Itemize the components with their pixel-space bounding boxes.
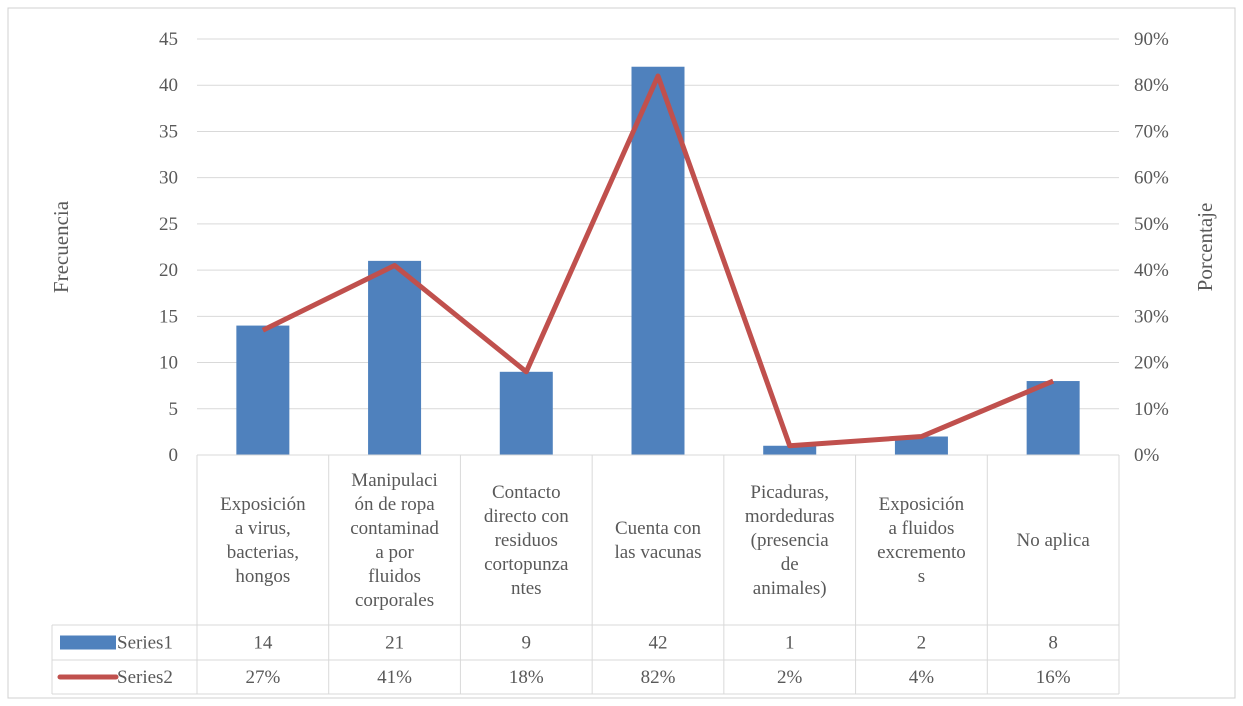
category-label: Cuenta con las vacunas (614, 518, 701, 563)
bar (1026, 381, 1080, 455)
category-label-line: a por (375, 542, 414, 563)
series-name: Series1 (117, 633, 173, 654)
category-label-line: de (781, 554, 799, 575)
category-label-line: Cuenta con (615, 518, 702, 539)
bar (763, 445, 817, 455)
data-cell: 18% (509, 667, 544, 688)
data-cell: 4% (909, 667, 935, 688)
category-label-line: Exposición (879, 494, 965, 515)
category-label: Manipulaci ón de ropa contaminad a por fluid… (350, 470, 439, 611)
bar (236, 325, 290, 455)
category-label-line: cortopunza (484, 554, 569, 575)
category-label: Contacto directo con residuos cortopunza nte… (484, 482, 569, 599)
data-cell: 8 (1048, 633, 1058, 654)
data-cell: 9 (522, 633, 532, 654)
category-label: No aplica (1016, 530, 1090, 551)
category-label: Exposición a virus, bacterias, hongos (220, 494, 306, 587)
bar (499, 371, 553, 455)
y2-tick-label: 30% (1134, 306, 1169, 327)
data-cell: 2% (777, 667, 803, 688)
category-label-line: excremento (877, 542, 966, 563)
category-label: Picaduras, mordeduras (presencia de animales… (745, 482, 835, 599)
bar (368, 260, 422, 455)
category-label: Exposición a fluidos excremento s (877, 494, 966, 587)
category-label-line: (presencia (751, 530, 830, 551)
bar-series (236, 66, 1080, 455)
category-label-line: a virus, (235, 518, 291, 539)
data-cell: 27% (245, 667, 280, 688)
y2-tick-label: 80% (1134, 75, 1169, 96)
category-label-line: fluidos (368, 566, 421, 587)
category-label-line: animales) (753, 578, 827, 599)
series-name: Series2 (117, 667, 173, 688)
category-label-line: hongos (235, 566, 290, 587)
y2-tick-label: 40% (1134, 260, 1169, 281)
category-label-line: ntes (511, 578, 542, 599)
category-label-line: Picaduras, (750, 482, 829, 503)
data-cell: 41% (377, 667, 412, 688)
category-label-line: Exposición (220, 494, 306, 515)
y2-tick-label: 60% (1134, 168, 1169, 189)
y-tick-label: 40 (159, 75, 178, 96)
y-tick-label: 20 (159, 260, 178, 281)
y-tick-label: 15 (159, 306, 178, 327)
y2-tick-label: 0% (1134, 445, 1160, 466)
y-tick-label: 25 (159, 214, 178, 235)
line-series (261, 73, 1055, 449)
category-label-line: residuos (495, 530, 558, 551)
category-label-line: Manipulaci (351, 470, 438, 491)
y2-tick-label: 20% (1134, 353, 1169, 374)
data-cell: 42 (649, 633, 668, 654)
right-axis-ticks: 0% 10% 20% 30% 40% 50% 60% 70% 80% 90% (1134, 29, 1169, 466)
category-label-line: mordeduras (745, 506, 835, 527)
legend-key-bar (60, 635, 116, 650)
y2-tick-label: 50% (1134, 214, 1169, 235)
data-cell: 14 (253, 633, 273, 654)
category-label-line: s (918, 566, 925, 587)
chart-frame (7, 7, 1236, 699)
y2-tick-label: 90% (1134, 29, 1169, 50)
category-label-line: No aplica (1016, 530, 1090, 551)
category-label-line: las vacunas (614, 542, 701, 563)
y2-axis-title: Porcentaje (1193, 203, 1217, 292)
data-cell: 82% (641, 667, 676, 688)
category-label-line: Contacto (492, 482, 561, 503)
category-label-line: directo con (484, 506, 569, 527)
series-line (261, 73, 1055, 449)
y-tick-label: 10 (159, 353, 178, 374)
data-cell: 2 (917, 633, 927, 654)
category-label-line: corporales (355, 590, 434, 611)
category-label-line: bacterias, (227, 542, 299, 563)
y-tick-label: 5 (169, 399, 179, 420)
category-label-line: ón de ropa (354, 494, 435, 515)
y2-tick-label: 10% (1134, 399, 1169, 420)
category-label-line: contaminad (350, 518, 439, 539)
data-table: Exposición a virus, bacterias, hongos Manipu… (51, 454, 1120, 695)
y-tick-label: 0 (169, 445, 179, 466)
bar (894, 436, 948, 455)
y-axis-title: Frecuencia (49, 200, 73, 293)
category-label-line: a fluidos (888, 518, 954, 539)
left-axis-ticks: 0 5 10 15 20 25 30 35 40 45 (159, 29, 178, 466)
y2-tick-label: 70% (1134, 121, 1169, 142)
data-cell: 21 (385, 633, 404, 654)
y-tick-label: 45 (159, 29, 178, 50)
y-tick-label: 35 (159, 121, 178, 142)
data-cell: 1 (785, 633, 795, 654)
y-tick-label: 30 (159, 168, 178, 189)
data-cell: 16% (1036, 667, 1071, 688)
